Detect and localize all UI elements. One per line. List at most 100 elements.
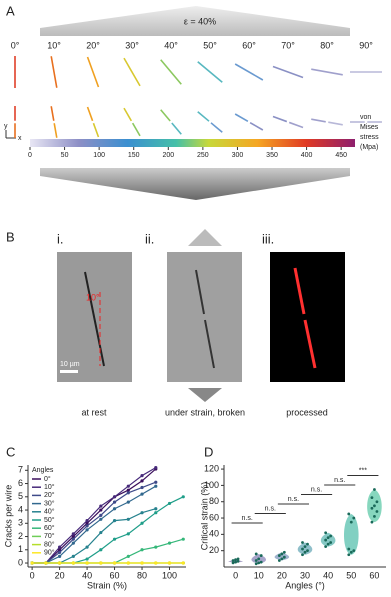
point — [280, 557, 284, 561]
point — [140, 492, 144, 496]
point — [280, 552, 284, 556]
point — [71, 532, 75, 536]
point — [352, 549, 356, 553]
point — [99, 530, 103, 535]
y-tick-label: 20 — [209, 545, 219, 555]
series-line — [32, 485, 157, 564]
point — [324, 538, 328, 542]
series-line — [32, 481, 156, 564]
point — [277, 559, 281, 562]
wire — [160, 59, 182, 85]
colorbar-tick-label: 450 — [335, 152, 347, 159]
wire — [197, 111, 210, 122]
point — [306, 542, 309, 546]
point — [71, 541, 75, 545]
colorbar-label: von — [360, 114, 371, 121]
point — [99, 548, 103, 552]
legend-label: 90° — [44, 549, 55, 557]
x-tick-label: 0 — [233, 570, 238, 580]
panel-label: D — [204, 444, 213, 459]
panel-label: C — [6, 444, 15, 459]
wire — [311, 118, 326, 123]
point — [259, 554, 263, 557]
point — [30, 561, 34, 565]
point — [126, 517, 130, 521]
point — [254, 559, 258, 562]
point — [347, 553, 351, 557]
colorbar-label: stress — [360, 134, 379, 141]
angle-label: 20° — [86, 40, 100, 50]
wire — [210, 122, 223, 133]
point — [326, 536, 330, 540]
point — [254, 552, 258, 556]
point — [85, 519, 89, 523]
legend-label: 30° — [44, 499, 55, 507]
point — [236, 557, 240, 561]
point — [329, 541, 333, 544]
wire — [86, 56, 100, 88]
legend-label: 10° — [44, 483, 55, 491]
wire — [123, 107, 133, 122]
sub-label: iii. — [262, 231, 274, 246]
point — [154, 480, 158, 484]
point — [85, 561, 89, 565]
point — [352, 516, 356, 520]
point — [71, 534, 75, 539]
point — [58, 545, 62, 549]
point — [181, 495, 185, 499]
point — [140, 485, 144, 490]
point — [181, 537, 185, 541]
point — [349, 550, 353, 554]
point — [140, 479, 144, 483]
point — [167, 541, 172, 545]
x-tick-label: 10 — [254, 570, 264, 580]
violin — [343, 513, 359, 555]
point — [349, 520, 353, 524]
caption: processed — [286, 407, 328, 417]
wire — [171, 122, 182, 135]
point — [140, 548, 144, 552]
y-tick-label: 4 — [18, 504, 23, 514]
sub-label: ii. — [145, 231, 154, 246]
sig-label: n.s. — [311, 486, 322, 493]
point — [373, 504, 376, 508]
point — [167, 501, 172, 506]
point — [44, 561, 48, 565]
point — [112, 495, 117, 499]
point — [231, 559, 235, 562]
point — [58, 561, 62, 565]
y-axis-label: Critical strain (%) — [199, 482, 209, 551]
sig-label: n.s. — [241, 515, 252, 522]
wire — [92, 122, 100, 138]
point — [257, 561, 261, 565]
x-tick-label: 20 — [277, 570, 287, 580]
point — [154, 511, 158, 515]
legend-label: 50° — [44, 516, 55, 524]
point — [301, 541, 304, 544]
point — [303, 550, 307, 554]
x-tick-label: 20 — [55, 570, 65, 580]
wire — [234, 63, 264, 81]
point — [231, 561, 235, 565]
x-axis-label: Angles (°) — [285, 580, 325, 590]
y-tick-label: 0 — [18, 557, 23, 567]
point — [58, 554, 62, 559]
up-arrow — [188, 229, 222, 246]
x-tick-label: 40 — [82, 570, 92, 580]
y-tick-label: 2 — [18, 531, 23, 541]
point — [282, 550, 286, 554]
colorbar-tick-label: 0 — [28, 152, 32, 159]
wire — [249, 121, 264, 131]
y-tick-label: 3 — [18, 518, 23, 528]
scale-bar — [60, 370, 78, 373]
angle-label: 60° — [242, 40, 256, 50]
series-line — [32, 538, 184, 564]
sub-label: i. — [57, 231, 64, 246]
image-processed — [270, 252, 345, 382]
point — [329, 534, 333, 538]
point — [234, 560, 237, 564]
point — [85, 557, 89, 561]
point — [301, 547, 304, 551]
wire — [50, 56, 58, 88]
point — [257, 557, 261, 561]
